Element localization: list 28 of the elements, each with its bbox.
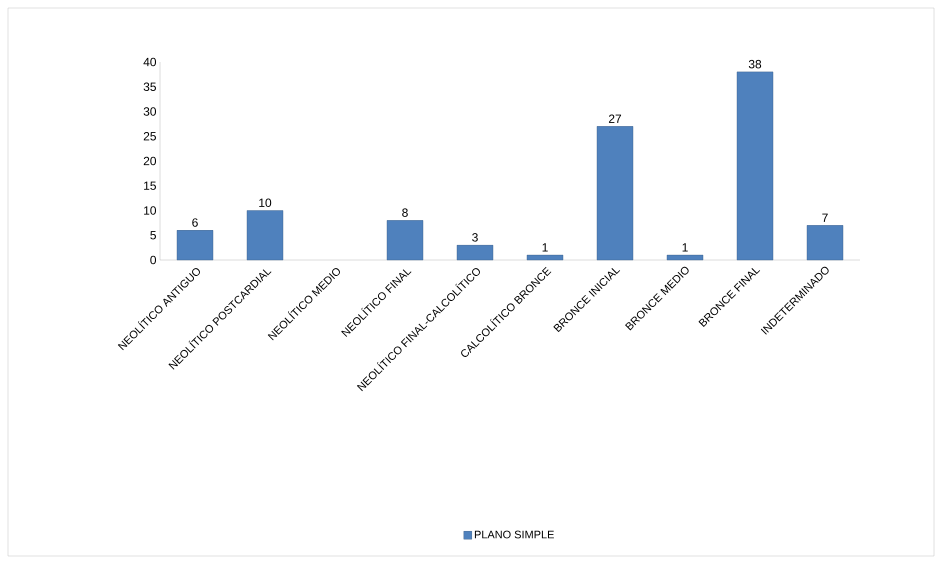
bar bbox=[666, 254, 704, 260]
bar bbox=[456, 244, 494, 260]
y-tick-label: 5 bbox=[150, 231, 156, 240]
y-tick-label: 15 bbox=[144, 182, 156, 190]
y-tick-label: 0 bbox=[150, 256, 156, 264]
y-tick-label: 10 bbox=[144, 206, 156, 215]
bar bbox=[386, 220, 424, 260]
bar bbox=[176, 230, 214, 260]
data-label: 1 bbox=[682, 243, 688, 252]
y-tick-label: 25 bbox=[144, 132, 156, 140]
data-label: 27 bbox=[608, 114, 622, 123]
y-tick-label: 40 bbox=[143, 58, 156, 66]
data-label: 8 bbox=[402, 208, 408, 217]
y-tick-label: 30 bbox=[144, 107, 156, 116]
y-tick-label: 35 bbox=[144, 82, 156, 91]
bar bbox=[246, 210, 284, 260]
data-label: 6 bbox=[192, 218, 198, 227]
legend-label: PLANO SIMPLE bbox=[474, 530, 554, 538]
data-label: 7 bbox=[822, 214, 828, 222]
bar bbox=[596, 126, 634, 260]
y-tick-label: 20 bbox=[144, 156, 156, 166]
bar bbox=[806, 225, 844, 260]
bar bbox=[526, 254, 564, 260]
data-label: 38 bbox=[748, 60, 762, 68]
bar bbox=[736, 72, 774, 260]
data-label: 1 bbox=[542, 243, 548, 252]
data-label: 3 bbox=[472, 233, 478, 242]
data-label: 10 bbox=[259, 198, 272, 207]
